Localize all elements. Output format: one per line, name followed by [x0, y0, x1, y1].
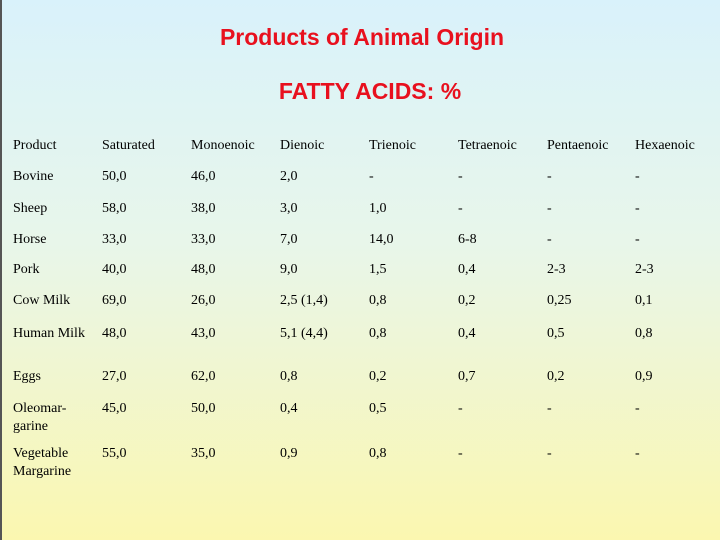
table-cell: 0,9 — [635, 369, 653, 384]
table-cell: 35,0 — [191, 446, 216, 461]
table-cell: - — [547, 401, 552, 416]
table-cell: 45,0 — [102, 401, 127, 416]
table-cell: 0,2 — [458, 293, 476, 308]
table-cell: - — [547, 232, 552, 247]
table-cell: 2-3 — [547, 262, 566, 277]
column-header: Saturated — [102, 138, 155, 153]
table-cell: - — [458, 169, 463, 184]
table-cell: - — [635, 446, 640, 461]
column-header: Tetraenoic — [458, 138, 517, 153]
title: Products of Animal Origin — [219, 24, 505, 50]
table-cell: 0,8 — [280, 369, 298, 384]
table-cell: - — [547, 201, 552, 216]
subtitle: FATTY ACIDS: % — [278, 78, 462, 104]
table-cell: 0,5 — [547, 326, 565, 341]
table-cell: 3,0 — [280, 201, 298, 216]
table-cell: 0,4 — [458, 326, 476, 341]
table-cell: 2-3 — [635, 262, 654, 277]
table-cell: 0,8 — [369, 293, 387, 308]
table-cell: 0,8 — [369, 446, 387, 461]
row-label: Oleomar- garine — [13, 401, 67, 434]
table-cell: 48,0 — [102, 326, 127, 341]
row-label: Pork — [13, 262, 40, 277]
table-cell: 0,25 — [547, 293, 572, 308]
table-cell: - — [635, 401, 640, 416]
table-cell: 0,1 — [635, 293, 653, 308]
table-cell: 58,0 — [102, 201, 127, 216]
table-cell: 40,0 — [102, 262, 127, 277]
row-label: Sheep — [13, 201, 48, 216]
table-cell: 6-8 — [458, 232, 477, 247]
column-header: Pentaenoic — [547, 138, 609, 153]
column-header: Dienoic — [280, 138, 325, 153]
table-cell: 0,5 — [369, 401, 387, 416]
row-label: Horse — [13, 232, 47, 247]
table-cell: - — [635, 169, 640, 184]
table-cell: 2,5 (1,4) — [280, 293, 328, 308]
table-cell: - — [635, 232, 640, 247]
column-header: Product — [13, 138, 57, 153]
table-cell: 48,0 — [191, 262, 216, 277]
row-label: Cow Milk — [13, 293, 71, 308]
table-cell: 27,0 — [102, 369, 127, 384]
table-cell: 0,2 — [369, 369, 387, 384]
row-label: Bovine — [13, 169, 54, 184]
table-cell: - — [547, 446, 552, 461]
table-cell: - — [458, 401, 463, 416]
table-cell: 46,0 — [191, 169, 216, 184]
column-header: Monoenoic — [191, 138, 255, 153]
table-cell: 55,0 — [102, 446, 127, 461]
table-cell: - — [369, 169, 374, 184]
table-cell: 0,9 — [280, 446, 298, 461]
table-cell: 26,0 — [191, 293, 216, 308]
table-cell: - — [635, 201, 640, 216]
table-cell: 33,0 — [191, 232, 216, 247]
table-cell: 0,2 — [547, 369, 565, 384]
table-cell: 38,0 — [191, 201, 216, 216]
table-cell: 1,0 — [369, 201, 387, 216]
table-cell: 1,5 — [369, 262, 387, 277]
row-label: Vegetable Margarine — [13, 446, 72, 479]
table-cell: 0,8 — [635, 326, 653, 341]
table-cell: 0,4 — [458, 262, 476, 277]
table-cell: - — [547, 169, 552, 184]
table-cell: 5,1 (4,4) — [280, 326, 328, 341]
table-cell: 2,0 — [280, 169, 298, 184]
table-cell: 43,0 — [191, 326, 216, 341]
table-cell: 0,7 — [458, 369, 476, 384]
table-cell: 33,0 — [102, 232, 127, 247]
column-header: Trienoic — [369, 138, 416, 153]
table-cell: - — [458, 446, 463, 461]
table-cell: 9,0 — [280, 262, 298, 277]
row-label: Human Milk — [13, 326, 85, 341]
table-cell: 69,0 — [102, 293, 127, 308]
column-header: Hexaenoic — [635, 138, 695, 153]
table-cell: 62,0 — [191, 369, 216, 384]
table-cell: 50,0 — [191, 401, 216, 416]
table-cell: 7,0 — [280, 232, 298, 247]
table-cell: 0,8 — [369, 326, 387, 341]
table-cell: - — [458, 201, 463, 216]
table-cell: 50,0 — [102, 169, 127, 184]
table-cell: 0,4 — [280, 401, 298, 416]
row-label: Eggs — [13, 369, 41, 384]
table-cell: 14,0 — [369, 232, 394, 247]
